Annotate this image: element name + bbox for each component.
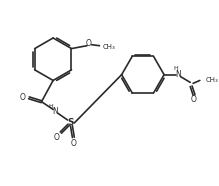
Text: H: H: [49, 104, 53, 109]
Text: CH₃: CH₃: [206, 77, 218, 84]
Text: O: O: [191, 95, 197, 104]
Text: O: O: [71, 139, 76, 148]
Text: N: N: [175, 70, 180, 79]
Text: N: N: [52, 107, 58, 116]
Text: O: O: [19, 93, 25, 102]
Text: S: S: [67, 118, 74, 127]
Text: O: O: [54, 133, 60, 142]
Text: CH₃: CH₃: [102, 44, 115, 50]
Text: O: O: [86, 39, 92, 48]
Text: H: H: [173, 66, 178, 71]
